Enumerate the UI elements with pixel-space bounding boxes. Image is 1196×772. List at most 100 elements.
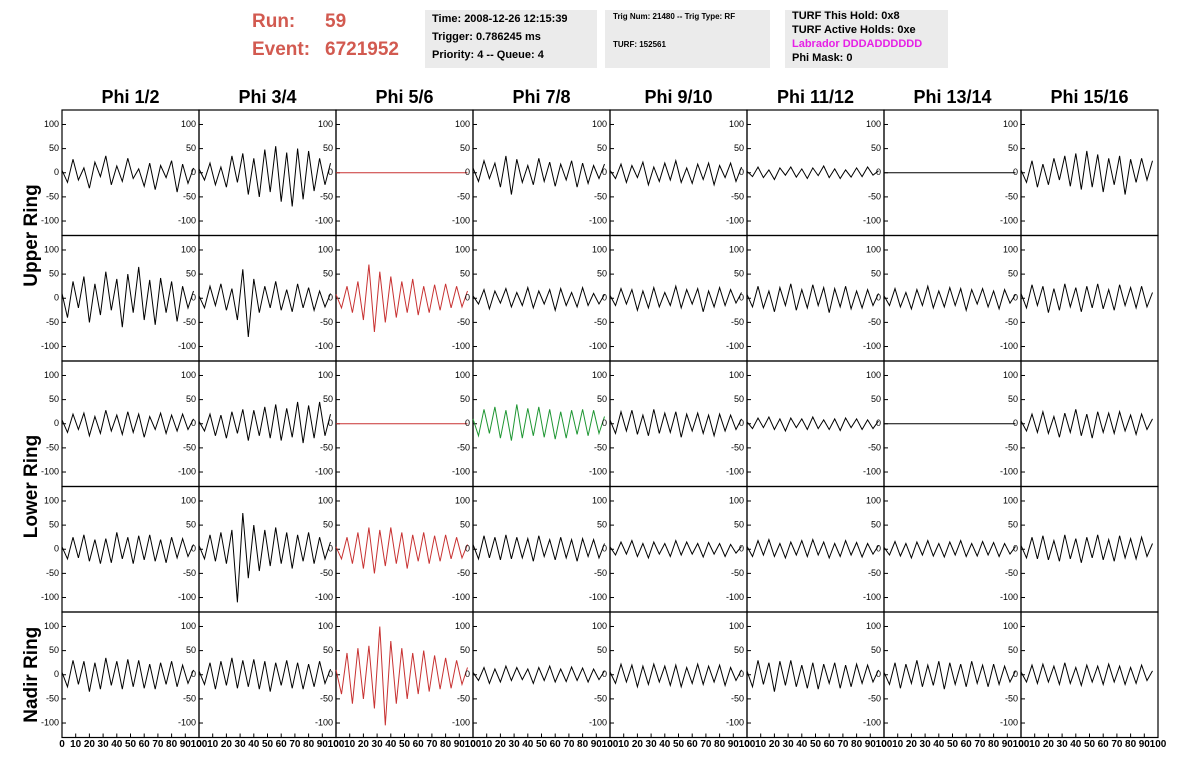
- y-tick-label: 50: [323, 143, 333, 153]
- x-tick-label: 50: [947, 739, 959, 750]
- y-tick-label: 0: [739, 167, 744, 177]
- x-tick-label: 50: [810, 739, 822, 750]
- x-tick-label: 100: [191, 739, 208, 750]
- y-tick-label: -100: [1000, 341, 1018, 351]
- turf-active: TURF Active Holds: 0xe: [792, 24, 916, 36]
- x-tick-label: 30: [509, 739, 521, 750]
- y-tick-label: 50: [49, 143, 59, 153]
- y-tick-label: 100: [44, 370, 59, 380]
- ring-label: Upper Ring: [21, 184, 42, 286]
- y-tick-label: 50: [734, 143, 744, 153]
- waveform: [472, 534, 605, 562]
- x-tick-label: 20: [1043, 739, 1055, 750]
- y-tick-label: 50: [49, 645, 59, 655]
- y-tick-label: -100: [315, 717, 333, 727]
- y-tick-label: -50: [1005, 693, 1018, 703]
- column-title: Phi 13/14: [913, 87, 991, 107]
- y-tick-label: -50: [183, 568, 196, 578]
- trigger: Trigger: 0.786245 ms: [432, 31, 541, 43]
- y-tick-label: 0: [54, 669, 59, 679]
- y-tick-label: 0: [54, 544, 59, 554]
- run-number: 59: [325, 11, 346, 32]
- y-tick-label: 50: [871, 143, 881, 153]
- y-tick-label: 100: [318, 621, 333, 631]
- event-number: 6721952: [325, 39, 399, 60]
- y-tick-label: 100: [866, 621, 881, 631]
- y-tick-label: 100: [866, 244, 881, 254]
- x-tick-label: 80: [714, 739, 726, 750]
- y-tick-label: 50: [871, 519, 881, 529]
- waveform: [609, 158, 742, 187]
- y-tick-label: 100: [1003, 495, 1018, 505]
- y-tick-label: 100: [592, 244, 607, 254]
- waveform: [472, 285, 605, 313]
- y-tick-label: -50: [594, 693, 607, 703]
- column-title: Phi 5/6: [375, 87, 433, 107]
- x-tick-label: 50: [399, 739, 411, 750]
- y-tick-label: 0: [191, 418, 196, 428]
- y-tick-label: 0: [54, 418, 59, 428]
- y-tick-label: 50: [734, 645, 744, 655]
- y-tick-label: 50: [323, 394, 333, 404]
- x-tick-label: 40: [385, 739, 397, 750]
- x-tick-label: 100: [328, 739, 345, 750]
- y-tick-label: -100: [1000, 466, 1018, 476]
- x-tick-label: 60: [550, 739, 562, 750]
- y-tick-label: -100: [41, 466, 59, 476]
- y-tick-label: 0: [739, 418, 744, 428]
- x-tick-label: 80: [851, 739, 863, 750]
- x-tick-label: 90: [728, 739, 740, 750]
- y-tick-label: 0: [1013, 669, 1018, 679]
- x-tick-label: 90: [1002, 739, 1014, 750]
- x-tick-label: 20: [906, 739, 918, 750]
- y-tick-label: -50: [868, 317, 881, 327]
- x-tick-label: 0: [333, 739, 339, 750]
- y-tick-label: 50: [734, 268, 744, 278]
- x-tick-label: 40: [796, 739, 808, 750]
- y-tick-label: 100: [455, 495, 470, 505]
- y-tick-label: 0: [54, 293, 59, 303]
- y-tick-label: 0: [876, 669, 881, 679]
- y-tick-label: 50: [460, 143, 470, 153]
- x-tick-label: 70: [289, 739, 301, 750]
- y-tick-label: -50: [320, 317, 333, 327]
- y-tick-label: 100: [44, 244, 59, 254]
- y-tick-label: -50: [868, 693, 881, 703]
- y-tick-label: 0: [1013, 418, 1018, 428]
- y-tick-label: 50: [186, 268, 196, 278]
- waveform: [883, 284, 1016, 313]
- y-tick-label: -100: [863, 717, 881, 727]
- x-tick-label: 100: [465, 739, 482, 750]
- y-tick-label: 50: [186, 143, 196, 153]
- x-tick-label: 40: [248, 739, 260, 750]
- y-tick-label: 50: [460, 268, 470, 278]
- y-tick-label: 50: [460, 519, 470, 529]
- waveform: [335, 527, 468, 574]
- x-tick-label: 20: [632, 739, 644, 750]
- y-tick-label: 100: [729, 495, 744, 505]
- y-tick-label: 50: [186, 519, 196, 529]
- x-tick-label: 10: [1029, 739, 1041, 750]
- y-tick-label: 50: [49, 268, 59, 278]
- y-tick-label: 100: [44, 119, 59, 129]
- x-tick-label: 0: [59, 739, 65, 750]
- y-tick-label: 0: [876, 293, 881, 303]
- turf-hold: TURF This Hold: 0x8: [792, 10, 900, 22]
- y-tick-label: 100: [318, 119, 333, 129]
- y-tick-label: -50: [594, 568, 607, 578]
- y-tick-label: 100: [455, 244, 470, 254]
- y-tick-label: 50: [49, 394, 59, 404]
- x-tick-label: 90: [865, 739, 877, 750]
- waveform: [198, 146, 331, 207]
- y-tick-label: 0: [602, 418, 607, 428]
- y-tick-label: 100: [44, 621, 59, 631]
- x-tick-label: 30: [783, 739, 795, 750]
- x-tick-label: 0: [1018, 739, 1024, 750]
- y-tick-label: -50: [46, 442, 59, 452]
- y-tick-label: 0: [739, 293, 744, 303]
- y-tick-label: -100: [589, 717, 607, 727]
- y-tick-label: 0: [465, 418, 470, 428]
- x-tick-label: 40: [933, 739, 945, 750]
- y-tick-label: -100: [863, 592, 881, 602]
- time-box: [425, 10, 597, 68]
